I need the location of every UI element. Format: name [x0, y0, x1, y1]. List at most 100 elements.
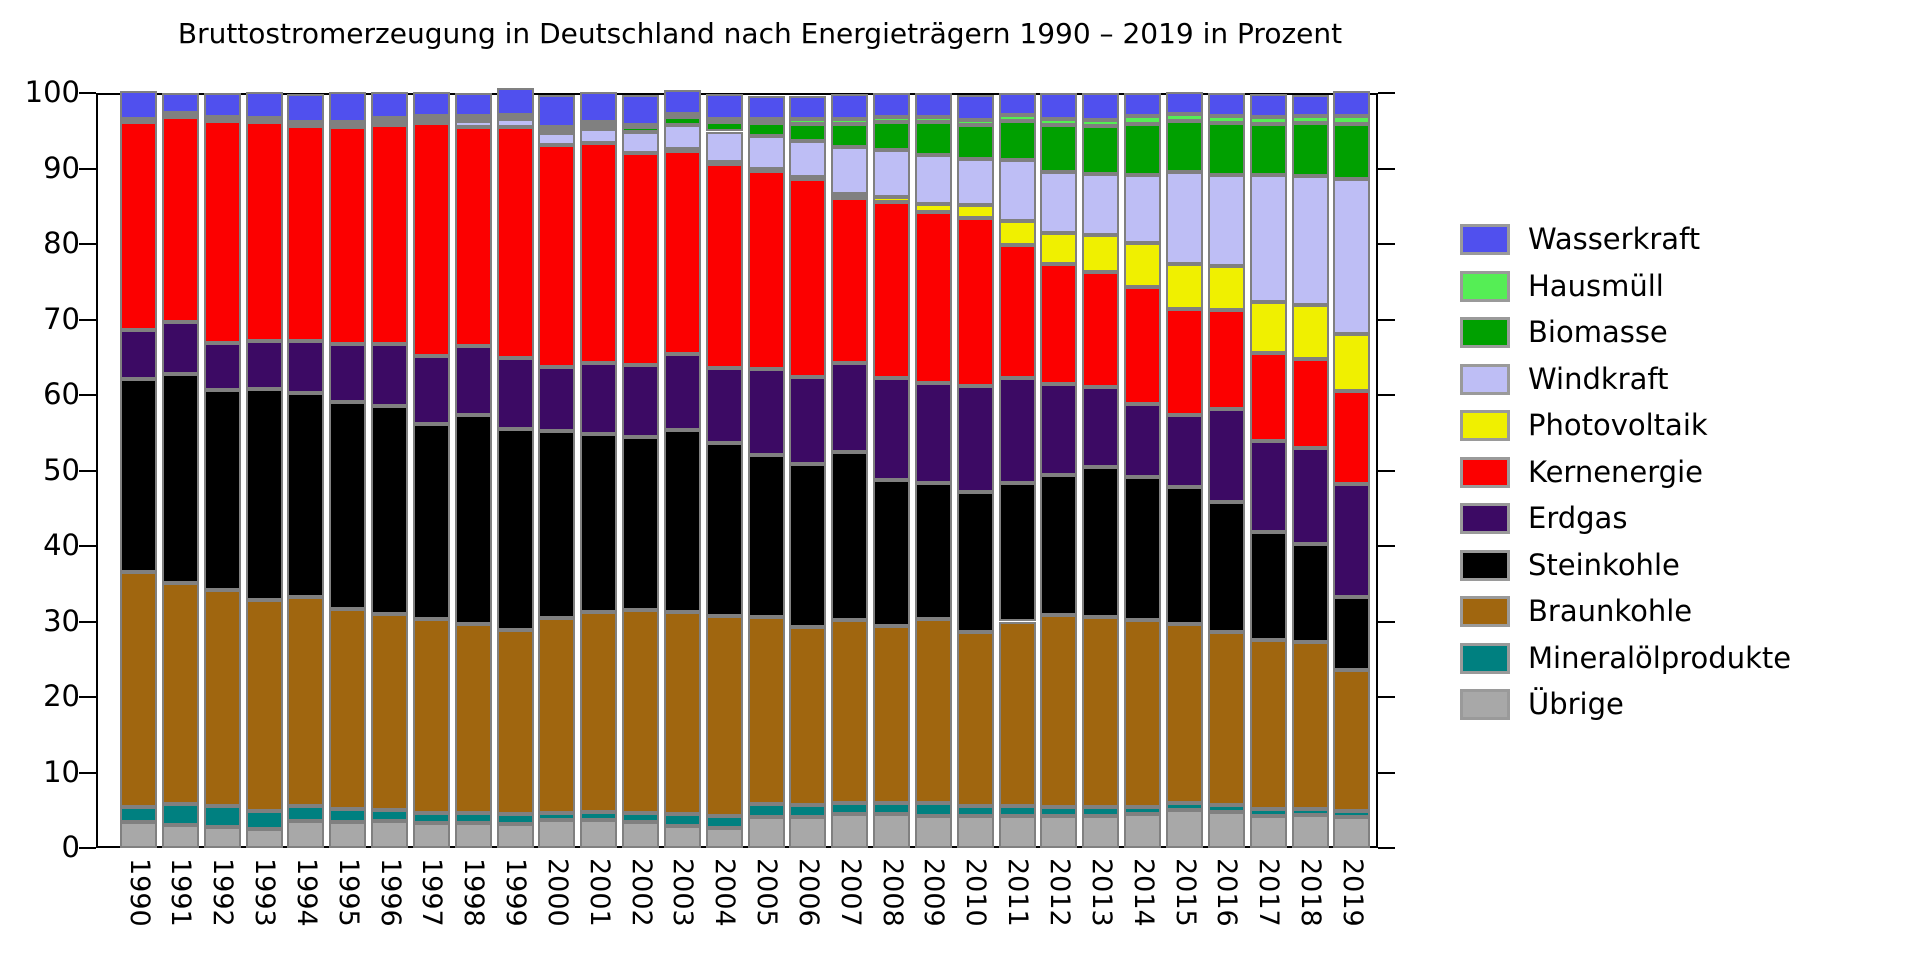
segment-2016-Mineralölprodukte	[1207, 804, 1245, 812]
segment-2014-Windkraft	[1124, 174, 1162, 244]
segment-2018-Mineralölprodukte	[1291, 808, 1329, 815]
segment-2011-Erdgas	[998, 377, 1036, 484]
segment-2019-Erdgas	[1333, 484, 1371, 598]
segment-1995-Wasserkraft	[329, 92, 367, 123]
segment-1995-Hausmüll	[329, 122, 367, 127]
segment-2005-Windkraft	[747, 136, 785, 170]
segment-2016-Kernenergie	[1207, 309, 1245, 409]
segment-1995-Steinkohle	[329, 401, 367, 609]
legend-swatch-braunkohle	[1460, 596, 1510, 627]
y-tick-mark-left-0	[79, 847, 96, 849]
segment-1998-Übrige	[454, 823, 492, 848]
segment-2010-Kernenergie	[956, 218, 994, 386]
x-tick-label-2004: 2004	[709, 858, 741, 927]
segment-2007-Windkraft	[831, 147, 869, 195]
segment-2014-Wasserkraft	[1124, 93, 1162, 117]
segment-1999-Erdgas	[496, 358, 534, 429]
segment-2018-Hausmüll	[1291, 115, 1329, 124]
segment-1999-Braunkohle	[496, 629, 534, 815]
segment-2012-Erdgas	[1040, 383, 1078, 476]
segment-2017-Erdgas	[1249, 441, 1287, 532]
segment-2010-Hausmüll	[956, 120, 994, 126]
segment-1991-Braunkohle	[161, 582, 199, 805]
segment-2015-Hausmüll	[1166, 114, 1203, 121]
segment-2010-Mineralölprodukte	[956, 805, 994, 817]
segment-2004-Übrige	[705, 828, 743, 848]
segment-1996-Erdgas	[371, 344, 409, 407]
segment-2006-Windkraft	[789, 140, 827, 177]
segment-2010-Wasserkraft	[956, 95, 994, 121]
segment-2013-Kernenergie	[1082, 271, 1120, 387]
x-tick-label-2002: 2002	[625, 858, 657, 927]
segment-2001-Erdgas	[580, 363, 618, 435]
segment-1992-Übrige	[203, 826, 241, 848]
segment-2008-Mineralölprodukte	[873, 803, 911, 815]
legend-label-windkraft: Windkraft	[1528, 361, 1669, 396]
segment-2009-Braunkohle	[914, 619, 952, 804]
legend-label-hausmüll: Hausmüll	[1528, 268, 1664, 303]
segment-2003-Photovoltaik	[663, 148, 701, 153]
segment-1998-Hausmüll	[454, 116, 492, 121]
y-tick-mark-left-60	[79, 394, 96, 396]
segment-1999-Steinkohle	[496, 428, 534, 630]
segment-2005-Wasserkraft	[747, 96, 785, 120]
segment-2011-Übrige	[998, 815, 1036, 848]
segment-2004-Kernenergie	[705, 163, 743, 368]
segment-2017-Braunkohle	[1249, 639, 1287, 810]
segment-2012-Übrige	[1040, 816, 1078, 848]
segment-2010-Braunkohle	[956, 632, 994, 806]
segment-2005-Braunkohle	[747, 616, 785, 805]
segment-1993-Steinkohle	[245, 388, 283, 600]
segment-2014-Erdgas	[1124, 404, 1162, 478]
y-tick-mark-left-20	[79, 696, 96, 698]
segment-2012-Biomasse	[1040, 125, 1078, 173]
segment-2018-Photovoltaik	[1291, 305, 1329, 359]
segment-2006-Erdgas	[789, 376, 827, 464]
segment-2004-Mineralölprodukte	[705, 816, 743, 829]
segment-2002-Braunkohle	[622, 610, 660, 814]
segment-1990-Steinkohle	[120, 379, 157, 573]
segment-2017-Windkraft	[1249, 175, 1287, 303]
y-tick-mark-left-80	[79, 243, 96, 245]
segment-1993-Mineralölprodukte	[245, 811, 283, 830]
x-tick-label-2008: 2008	[876, 858, 908, 927]
segment-1993-Übrige	[245, 829, 283, 848]
legend-swatch-biomasse	[1460, 317, 1510, 348]
segment-2009-Übrige	[914, 816, 952, 848]
segment-2000-Kernenergie	[538, 145, 576, 368]
x-tick-label-1999: 1999	[500, 858, 532, 927]
segment-1994-Kernenergie	[287, 125, 325, 342]
x-tick-label-1994: 1994	[290, 858, 322, 927]
segment-2019-Mineralölprodukte	[1333, 811, 1371, 818]
x-tick-label-2007: 2007	[834, 858, 866, 927]
segment-1994-Hausmüll	[287, 121, 325, 126]
segment-2005-Hausmüll	[747, 119, 785, 124]
segment-2015-Übrige	[1166, 810, 1203, 848]
segment-2002-Wasserkraft	[622, 94, 660, 125]
segment-2003-Braunkohle	[663, 612, 701, 815]
segment-2014-Biomasse	[1124, 123, 1162, 175]
segment-2001-Übrige	[580, 820, 618, 848]
x-tick-label-1990: 1990	[123, 858, 155, 927]
segment-1993-Wasserkraft	[245, 92, 283, 118]
segment-1992-Braunkohle	[203, 589, 241, 807]
segment-2000-Hausmüll	[538, 126, 576, 131]
segment-2003-Erdgas	[663, 354, 701, 431]
segment-2017-Kernenergie	[1249, 353, 1287, 442]
segment-2005-Kernenergie	[747, 170, 785, 369]
segment-2010-Windkraft	[956, 159, 994, 205]
segment-2011-Mineralölprodukte	[998, 806, 1036, 816]
segment-2009-Hausmüll	[914, 117, 952, 123]
segment-2006-Steinkohle	[789, 463, 827, 627]
x-tick-label-2018: 2018	[1295, 858, 1327, 927]
segment-2017-Übrige	[1249, 816, 1287, 848]
segment-2003-Hausmüll	[663, 114, 701, 119]
segment-2001-Braunkohle	[580, 612, 618, 812]
y-tick-label-100: 100	[24, 75, 80, 109]
x-tick-label-1996: 1996	[374, 858, 406, 927]
segment-1993-Hausmüll	[245, 117, 283, 122]
x-tick-label-2013: 2013	[1085, 858, 1117, 927]
segment-2015-Biomasse	[1166, 120, 1203, 173]
segment-2005-Steinkohle	[747, 454, 785, 617]
segment-2004-Erdgas	[705, 367, 743, 444]
